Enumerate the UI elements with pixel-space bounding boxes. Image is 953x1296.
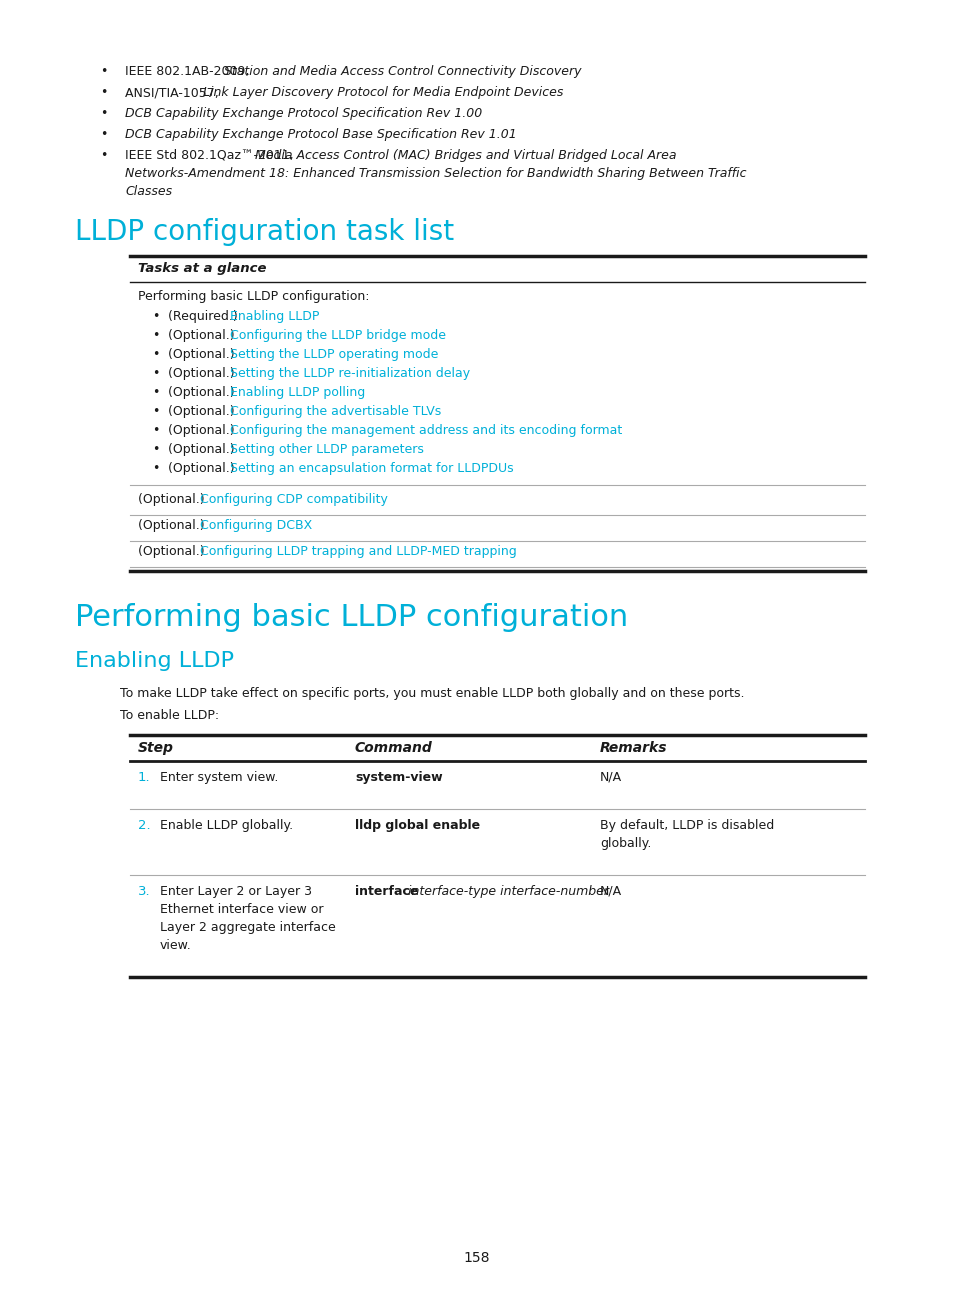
Text: Layer 2 aggregate interface: Layer 2 aggregate interface — [160, 921, 335, 934]
Text: (Optional.): (Optional.) — [168, 424, 238, 437]
Text: N/A: N/A — [599, 885, 621, 898]
Text: •: • — [152, 424, 159, 437]
Text: (Optional.): (Optional.) — [168, 329, 238, 342]
Text: (Optional.): (Optional.) — [168, 349, 238, 362]
Text: Setting other LLDP parameters: Setting other LLDP parameters — [231, 443, 424, 456]
Text: (Optional.): (Optional.) — [168, 461, 238, 476]
Text: Link Layer Discovery Protocol for Media Endpoint Devices: Link Layer Discovery Protocol for Media … — [203, 86, 563, 98]
Text: Setting the LLDP re-initialization delay: Setting the LLDP re-initialization delay — [231, 367, 470, 380]
Text: •: • — [100, 149, 108, 162]
Text: Configuring the advertisable TLVs: Configuring the advertisable TLVs — [231, 404, 441, 419]
Text: Performing basic LLDP configuration:: Performing basic LLDP configuration: — [138, 290, 369, 303]
Text: •: • — [152, 310, 159, 323]
Text: •: • — [100, 86, 108, 98]
Text: (Optional.): (Optional.) — [168, 367, 238, 380]
Text: N/A: N/A — [599, 771, 621, 784]
Text: Remarks: Remarks — [599, 741, 667, 756]
Text: Networks-Amendment 18: Enhanced Transmission Selection for Bandwidth Sharing Bet: Networks-Amendment 18: Enhanced Transmis… — [125, 167, 745, 180]
Text: To make LLDP take effect on specific ports, you must enable LLDP both globally a: To make LLDP take effect on specific por… — [120, 687, 743, 700]
Text: (Optional.): (Optional.) — [168, 404, 238, 419]
Text: Configuring the management address and its encoding format: Configuring the management address and i… — [231, 424, 622, 437]
Text: Classes: Classes — [125, 185, 172, 198]
Text: (Required.): (Required.) — [168, 310, 241, 323]
Text: Setting an encapsulation format for LLDPDUs: Setting an encapsulation format for LLDP… — [231, 461, 514, 476]
Text: Station and Media Access Control Connectivity Discovery: Station and Media Access Control Connect… — [224, 65, 580, 78]
Text: Enabling LLDP: Enabling LLDP — [231, 310, 319, 323]
Text: globally.: globally. — [599, 837, 651, 850]
Text: (Optional.): (Optional.) — [168, 386, 238, 399]
Text: Enable LLDP globally.: Enable LLDP globally. — [160, 819, 293, 832]
Text: (Optional.): (Optional.) — [138, 518, 209, 531]
Text: IEEE 802.1AB-2009,: IEEE 802.1AB-2009, — [125, 65, 253, 78]
Text: By default, LLDP is disabled: By default, LLDP is disabled — [599, 819, 774, 832]
Text: (Optional.): (Optional.) — [168, 443, 238, 456]
Text: lldp global enable: lldp global enable — [355, 819, 479, 832]
Text: To enable LLDP:: To enable LLDP: — [120, 709, 219, 722]
Text: •: • — [152, 367, 159, 380]
Text: Command: Command — [355, 741, 433, 756]
Text: view.: view. — [160, 940, 192, 953]
Text: Configuring the LLDP bridge mode: Configuring the LLDP bridge mode — [231, 329, 446, 342]
Text: DCB Capability Exchange Protocol Base Specification Rev 1.01: DCB Capability Exchange Protocol Base Sp… — [125, 128, 517, 141]
Text: (Optional.): (Optional.) — [138, 492, 209, 505]
Text: Tasks at a glance: Tasks at a glance — [138, 262, 266, 275]
Text: 2.: 2. — [138, 819, 151, 832]
Text: Enter Layer 2 or Layer 3: Enter Layer 2 or Layer 3 — [160, 885, 312, 898]
Text: ANSI/TIA-1057,: ANSI/TIA-1057, — [125, 86, 222, 98]
Text: 158: 158 — [463, 1251, 490, 1265]
Text: •: • — [152, 329, 159, 342]
Text: Step: Step — [138, 741, 173, 756]
Text: Enabling LLDP polling: Enabling LLDP polling — [231, 386, 365, 399]
Text: Performing basic LLDP configuration: Performing basic LLDP configuration — [75, 603, 628, 632]
Text: •: • — [100, 128, 108, 141]
Text: interface-type interface-number: interface-type interface-number — [404, 885, 609, 898]
Text: •: • — [152, 443, 159, 456]
Text: 1.: 1. — [138, 771, 151, 784]
Text: •: • — [100, 108, 108, 121]
Text: Setting the LLDP operating mode: Setting the LLDP operating mode — [231, 349, 438, 362]
Text: (Optional.): (Optional.) — [138, 546, 209, 559]
Text: Enter system view.: Enter system view. — [160, 771, 278, 784]
Text: IEEE Std 802.1Qaz™-2011,: IEEE Std 802.1Qaz™-2011, — [125, 149, 297, 162]
Text: Configuring LLDP trapping and LLDP-MED trapping: Configuring LLDP trapping and LLDP-MED t… — [200, 546, 517, 559]
Text: system-view: system-view — [355, 771, 442, 784]
Text: Media Access Control (MAC) Bridges and Virtual Bridged Local Area: Media Access Control (MAC) Bridges and V… — [254, 149, 676, 162]
Text: LLDP configuration task list: LLDP configuration task list — [75, 218, 454, 246]
Text: •: • — [152, 386, 159, 399]
Text: •: • — [100, 65, 108, 78]
Text: Configuring DCBX: Configuring DCBX — [200, 518, 313, 531]
Text: •: • — [152, 461, 159, 476]
Text: Configuring CDP compatibility: Configuring CDP compatibility — [200, 492, 388, 505]
Text: •: • — [152, 349, 159, 362]
Text: interface: interface — [355, 885, 418, 898]
Text: •: • — [152, 404, 159, 419]
Text: DCB Capability Exchange Protocol Specification Rev 1.00: DCB Capability Exchange Protocol Specifi… — [125, 108, 482, 121]
Text: Enabling LLDP: Enabling LLDP — [75, 651, 233, 671]
Text: Ethernet interface view or: Ethernet interface view or — [160, 903, 323, 916]
Text: 3.: 3. — [138, 885, 151, 898]
